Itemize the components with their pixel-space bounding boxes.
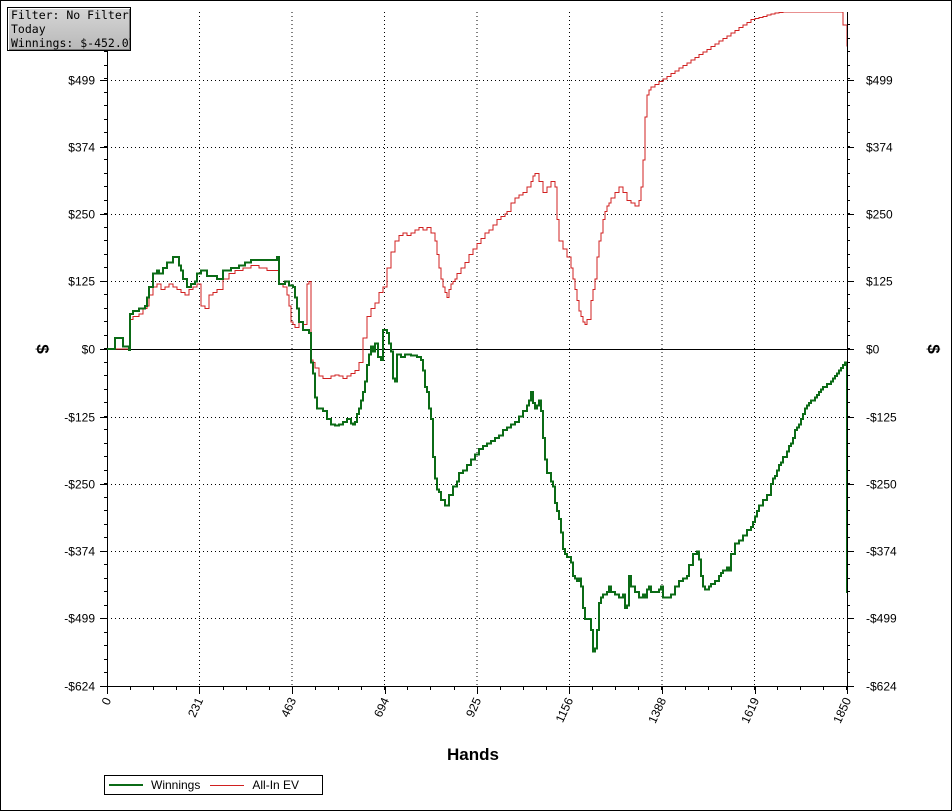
y-tick-label-left: -$624 <box>64 680 95 694</box>
y-tick-label-left: $499 <box>68 74 95 88</box>
x-tick-label: 463 <box>278 695 299 719</box>
y-tick-label-left: -$125 <box>64 411 95 425</box>
y-tick-label-right: $250 <box>866 208 893 222</box>
y-tick-label-right: -$125 <box>866 411 897 425</box>
x-tick-label: 694 <box>371 695 392 719</box>
y-tick-label-left: $250 <box>68 208 95 222</box>
y-tick-label-left: $125 <box>68 275 95 289</box>
x-tick-label: 1388 <box>645 695 669 725</box>
y-tick-label-left: $0 <box>82 343 96 357</box>
filter-info-box: Filter: No Filter Today Winnings: $-452.… <box>7 7 131 51</box>
legend-item-allin-ev: All-In EV <box>210 778 299 792</box>
y-tick-label-right: $374 <box>866 141 893 155</box>
y-tick-labels-right: $499 $374 $250 $125 $0 -$125 -$250 -$374 -$499 -$… <box>866 74 897 694</box>
y-axis-label-left: $ <box>33 344 52 354</box>
y-tick-label-right: $125 <box>866 275 893 289</box>
winnings-text: Winnings: $-452.07 <box>11 36 131 50</box>
y-tick-label-left: -$250 <box>64 478 95 492</box>
y-tick-labels-left: $499 $374 $250 $125 $0 -$125 -$250 -$374 -$499 -$… <box>64 74 95 694</box>
x-tick-label: 925 <box>463 695 484 719</box>
y-tick-label-left: -$374 <box>64 545 95 559</box>
x-tick-label: 1850 <box>830 695 854 725</box>
legend-swatch-allin-ev <box>210 784 245 786</box>
series-line-allin-ev <box>107 12 847 380</box>
series-line-winnings <box>107 256 847 653</box>
legend: Winnings All-In EV <box>104 775 323 795</box>
x-tick-labels: 0 231 463 694 925 1156 1388 1619 1850 <box>99 695 855 725</box>
y-axis-label-right: $ <box>924 344 943 354</box>
grid-lines <box>107 12 847 686</box>
y-tick-label-right: -$624 <box>866 680 897 694</box>
legend-label-allin-ev: All-In EV <box>252 778 300 792</box>
y-tick-label-right: -$250 <box>866 478 897 492</box>
y-tick-label-right: $0 <box>866 343 880 357</box>
x-tick-label: 0 <box>99 695 115 707</box>
x-tick-label: 1619 <box>738 695 762 725</box>
x-axis-label: Hands <box>447 745 499 764</box>
period-text: Today <box>11 22 46 36</box>
legend-swatch-winnings <box>109 784 143 786</box>
y-tick-label-right: $499 <box>866 74 893 88</box>
legend-item-winnings: Winnings <box>109 778 200 792</box>
legend-label-winnings: Winnings <box>151 778 201 792</box>
x-tick-label: 1156 <box>553 695 577 725</box>
filter-text: Filter: No Filter <box>11 8 129 22</box>
y-tick-label-right: -$499 <box>866 612 897 626</box>
x-tick-label: 231 <box>185 695 206 719</box>
y-tick-label-left: $374 <box>68 141 95 155</box>
y-tick-label-left: -$499 <box>64 612 95 626</box>
y-tick-label-right: -$374 <box>866 545 897 559</box>
